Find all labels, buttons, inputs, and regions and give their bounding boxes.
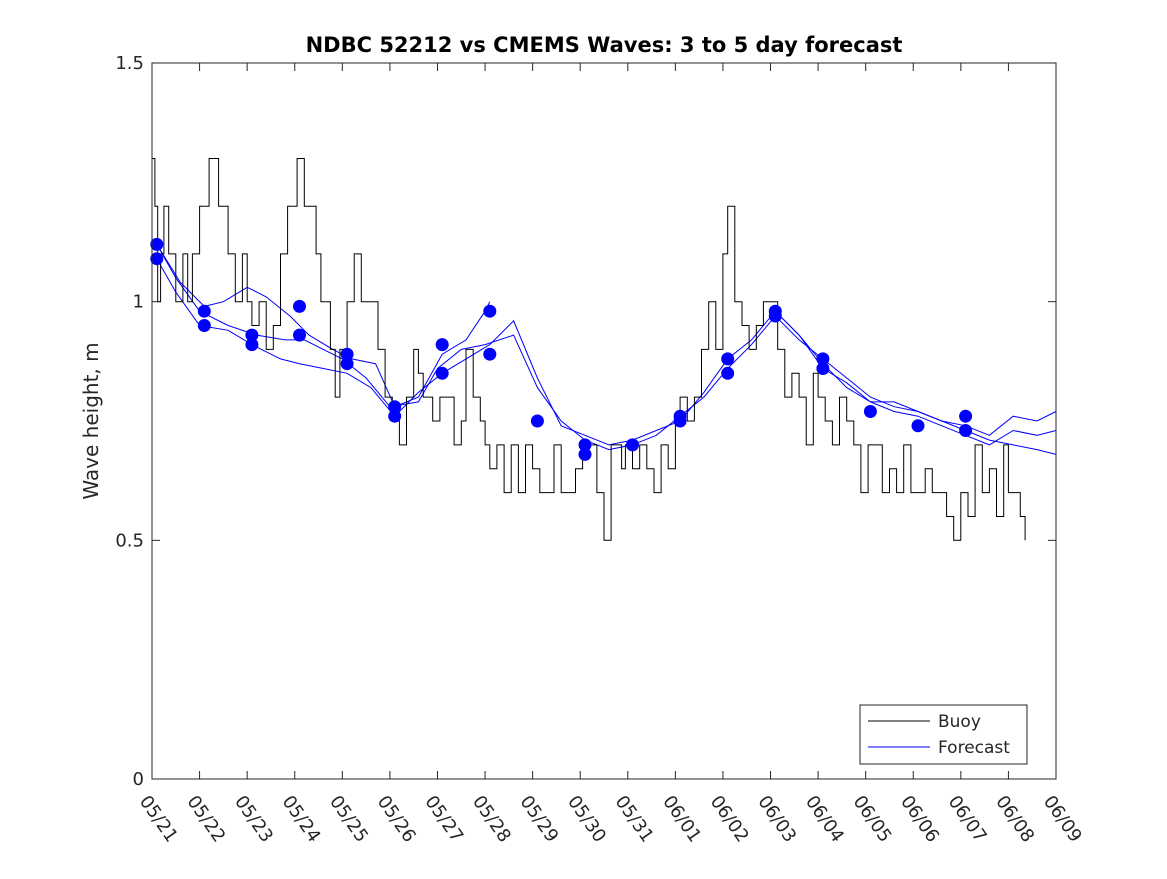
- forecast-marker: [578, 447, 592, 461]
- legend-buoy-label: Buoy: [938, 712, 981, 732]
- forecast-line-2: [156, 258, 1057, 446]
- forecast-line-1: [156, 244, 1057, 455]
- chart-title: NDBC 52212 vs CMEMS Waves: 3 to 5 day fo…: [306, 33, 903, 57]
- forecast-marker: [673, 414, 687, 428]
- x-tick-label: 06/02: [706, 792, 753, 847]
- x-tick-label: 05/23: [230, 792, 277, 847]
- forecast-marker: [959, 409, 973, 423]
- x-tick-label: 06/08: [991, 792, 1038, 847]
- forecast-marker: [911, 419, 925, 433]
- forecast-marker: [483, 347, 497, 361]
- y-tick-label: 0: [133, 769, 144, 790]
- x-tick-label: 06/07: [944, 792, 991, 847]
- forecast-marker: [721, 352, 735, 366]
- y-tick-label: 1: [133, 292, 144, 313]
- forecast-marker: [340, 357, 354, 371]
- forecast-marker: [530, 414, 544, 428]
- x-tick-label: 05/30: [563, 792, 610, 847]
- y-tick-label: 1.5: [115, 53, 144, 74]
- legend-forecast-label: Forecast: [938, 738, 1010, 758]
- forecast-marker: [293, 299, 306, 313]
- x-tick-label: 06/03: [753, 792, 800, 847]
- x-tick-label: 06/01: [658, 792, 705, 847]
- x-tick-label: 06/04: [801, 792, 848, 847]
- forecast-marker: [483, 304, 497, 318]
- y-axis-label: Wave height, m: [79, 342, 103, 499]
- forecast-marker: [768, 309, 782, 323]
- x-tick-label: 05/22: [183, 792, 230, 847]
- x-tick-label: 05/24: [278, 792, 325, 847]
- forecast-marker: [435, 366, 449, 380]
- buoy-line: [152, 158, 1026, 541]
- legend: Buoy Forecast: [859, 704, 1028, 765]
- series-layer: [150, 158, 1057, 541]
- forecast-marker: [340, 347, 354, 361]
- forecast-marker: [388, 409, 402, 423]
- x-tick-label: 06/05: [849, 792, 896, 847]
- forecast-marker: [197, 304, 211, 318]
- x-tick-label: 05/31: [611, 792, 658, 847]
- x-tick-label: 05/28: [468, 792, 515, 847]
- x-tick-label: 05/25: [325, 792, 372, 847]
- forecast-marker: [863, 405, 877, 418]
- forecast-marker: [435, 338, 449, 352]
- x-tick-label: 05/26: [373, 792, 420, 847]
- forecast-marker: [197, 319, 211, 332]
- x-tick-label: 05/29: [516, 792, 563, 847]
- axes-box: [151, 62, 1057, 780]
- forecast-marker: [150, 252, 164, 266]
- forecast-marker: [626, 438, 639, 452]
- forecast-marker: [150, 237, 164, 251]
- forecast-marker: [816, 352, 830, 366]
- forecast-marker: [293, 328, 306, 342]
- y-tick-label: 0.5: [115, 530, 144, 551]
- legend-box: [859, 704, 1028, 765]
- x-tick-label: 06/06: [896, 792, 943, 847]
- x-tick-label: 05/27: [420, 792, 467, 847]
- x-tick-label: 06/09: [1039, 792, 1086, 847]
- forecast-marker: [578, 438, 592, 452]
- x-tick-label: 05/21: [135, 792, 182, 847]
- forecast-marker: [245, 328, 259, 342]
- forecast-marker: [816, 362, 830, 375]
- forecast-marker: [388, 400, 402, 414]
- forecast-marker: [721, 366, 735, 380]
- forecast-marker: [959, 424, 973, 437]
- forecast-marker: [245, 338, 259, 352]
- plot-background: [152, 63, 1056, 779]
